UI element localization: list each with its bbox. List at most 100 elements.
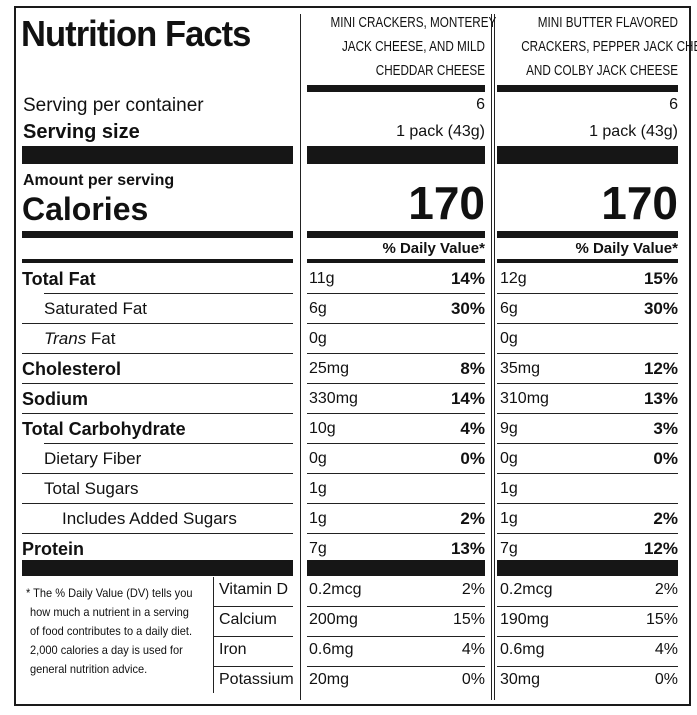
vitamin-divider-label xyxy=(213,636,293,637)
nutrient-amount: 11g xyxy=(309,270,335,287)
nutrient-amount: 0g xyxy=(309,330,327,347)
nutrient-label: Cholesterol xyxy=(22,359,122,379)
calories-label: Calories xyxy=(22,191,149,227)
row-divider-label xyxy=(22,323,293,324)
row-divider-label xyxy=(44,293,293,294)
vitamin-daily-value: 15% xyxy=(452,611,485,628)
nutrient-daily-value: 4% xyxy=(460,419,485,438)
row-divider-col-1 xyxy=(307,293,485,294)
product-2-name-line: AND COLBY JACK CHEESE xyxy=(526,62,678,79)
footnote-line: general nutrition advice. xyxy=(30,662,148,676)
nutrient-label: Total Carbohydrate xyxy=(22,419,186,439)
nutrition-facts-label xyxy=(14,6,691,706)
nutrient-amount: 25mg xyxy=(309,360,350,377)
vitamin-amount: 0.2mcg xyxy=(309,581,362,598)
nutrient-amount: 310mg xyxy=(500,390,549,407)
vitamin-daily-value: 0% xyxy=(461,671,485,688)
product-1-name-line: JACK CHEESE, AND MILD xyxy=(341,38,485,55)
vitamin-amount: 20mg xyxy=(309,671,350,688)
nutrient-amount: 10g xyxy=(309,420,336,437)
calories-bar-col-1 xyxy=(307,231,485,238)
nutrient-amount: 7g xyxy=(500,540,518,557)
nutrient-daily-value: 3% xyxy=(653,419,678,438)
row-divider-col-2 xyxy=(497,533,678,534)
servings-per-container-value: 6 xyxy=(476,96,485,113)
nutrient-amount: 0g xyxy=(500,450,518,467)
nutrient-amount: 12g xyxy=(500,270,527,287)
nutrient-label: Dietary Fiber xyxy=(44,449,142,468)
vitamin-amount: 200mg xyxy=(309,611,358,628)
nutrient-label: Protein xyxy=(22,539,85,559)
vitamin-label: Iron xyxy=(219,641,247,658)
serving-size-value: 1 pack (43g) xyxy=(589,123,678,140)
vitamin-amount: 0.6mg xyxy=(500,641,545,658)
nutrient-label: Sodium xyxy=(22,389,88,409)
footnote-line: 2,000 calories a day is used for xyxy=(30,643,183,657)
serving-bar-col-2 xyxy=(497,146,678,164)
calories-bar-col-2 xyxy=(497,231,678,238)
row-divider-label xyxy=(22,383,293,384)
serving-bar-label-col xyxy=(22,146,293,164)
calories-bar-label-col xyxy=(22,231,293,238)
row-divider-col-1 xyxy=(307,443,485,444)
row-divider-col-1 xyxy=(307,473,485,474)
calories-value: 170 xyxy=(408,177,485,229)
row-divider-col-2 xyxy=(497,353,678,354)
protein-bar-col-2 xyxy=(497,560,678,576)
nutrient-daily-value: 30% xyxy=(450,299,485,318)
nutrient-daily-value: 8% xyxy=(460,359,485,378)
servings-per-container-value: 6 xyxy=(669,96,678,113)
protein-bar-col-1 xyxy=(307,560,485,576)
row-divider-col-2 xyxy=(497,473,678,474)
row-divider-col-2 xyxy=(497,383,678,384)
daily-value-header: % Daily Value* xyxy=(575,240,678,257)
dv-header-rule-1 xyxy=(307,259,485,263)
row-divider-label xyxy=(22,533,293,534)
row-divider-col-2 xyxy=(497,413,678,414)
nutrient-amount: 0g xyxy=(309,450,327,467)
protein-bar-label-col xyxy=(22,560,293,576)
vitamin-amount: 0.2mcg xyxy=(500,581,553,598)
amount-per-serving-label: Amount per serving xyxy=(23,172,175,189)
vitamin-divider-label xyxy=(213,606,293,607)
nutrient-amount: 9g xyxy=(500,420,518,437)
nutrient-amount: 1g xyxy=(500,510,518,527)
nutrient-amount: 7g xyxy=(309,540,327,557)
vitamin-divider-col-1 xyxy=(307,666,485,667)
vitamin-label: Calcium xyxy=(219,611,277,628)
row-divider-label xyxy=(44,443,293,444)
row-divider-col-1 xyxy=(307,353,485,354)
footnote-line: of food contributes to a daily diet. xyxy=(30,624,193,638)
vitamin-amount: 30mg xyxy=(500,671,541,688)
vitamin-amount: 0.6mg xyxy=(309,641,354,658)
calories-value: 170 xyxy=(601,177,678,229)
vitamin-daily-value: 4% xyxy=(461,641,485,658)
row-divider-label xyxy=(22,503,293,504)
nutrient-daily-value: 15% xyxy=(643,269,678,288)
vitamin-daily-value: 0% xyxy=(654,671,678,688)
product-1-name-line: MINI CRACKERS, MONTEREY xyxy=(330,14,497,31)
nutrient-daily-value: 2% xyxy=(653,509,678,528)
nutrient-daily-value: 30% xyxy=(643,299,678,318)
row-divider-label xyxy=(22,413,293,414)
nutrient-amount: 1g xyxy=(500,480,518,497)
nutrient-label: Saturated Fat xyxy=(44,299,148,318)
nutrient-label-italic: Trans xyxy=(44,329,87,348)
nutrient-label: Trans Fat xyxy=(44,329,116,348)
vitamin-daily-value: 4% xyxy=(654,641,678,658)
nutrient-amount: 330mg xyxy=(309,390,358,407)
nutrition-facts-title: Nutrition Facts xyxy=(21,13,251,54)
vitamin-label-divider xyxy=(213,577,214,693)
serving-size-label: Serving size xyxy=(23,121,140,143)
serving-bar-col-1 xyxy=(307,146,485,164)
nutrient-daily-value: 14% xyxy=(450,269,485,288)
row-divider-col-1 xyxy=(307,533,485,534)
column-divider-1 xyxy=(300,14,301,700)
nutrient-amount: 0g xyxy=(500,330,518,347)
nutrient-daily-value: 13% xyxy=(450,539,485,558)
column-divider-2b xyxy=(494,14,495,700)
nutrient-amount: 6g xyxy=(309,300,327,317)
row-divider-label xyxy=(22,353,293,354)
row-divider-label xyxy=(22,473,293,474)
vitamin-divider-col-1 xyxy=(307,606,485,607)
